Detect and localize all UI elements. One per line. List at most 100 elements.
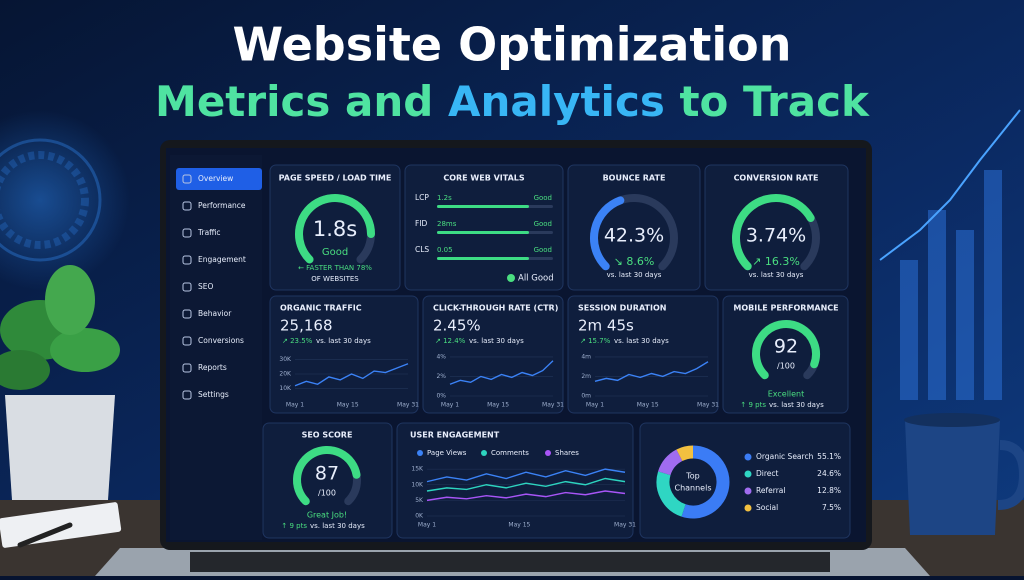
decor-trend	[879, 109, 1021, 261]
menu-item[interactable]: Traffic	[197, 228, 221, 237]
decor-ring	[0, 138, 102, 262]
score: 87	[315, 463, 339, 485]
value-label: 12.8%	[817, 486, 841, 495]
change: ↑ 9 pts	[281, 522, 307, 530]
y-tick-label: 2%	[436, 373, 446, 380]
vital-value: 1.2s	[437, 194, 452, 202]
subtitle-part: to Track	[679, 77, 870, 126]
change: ↑ 9 pts	[740, 401, 766, 409]
mug	[904, 413, 1024, 535]
change: ↗ 15.7%	[580, 337, 611, 345]
menu-icon	[182, 174, 192, 184]
page-subtitle: Metrics and Analytics to Track	[155, 77, 870, 126]
x-tick-label: May 15	[487, 402, 509, 409]
keyboard	[190, 552, 830, 572]
card-title: ORGANIC TRAFFIC	[280, 304, 362, 313]
period: vs. last 30 days	[607, 271, 662, 279]
metric-value: 42.3%	[604, 225, 664, 247]
note: OF WEBSITES	[311, 275, 359, 283]
vital-status: Good	[534, 194, 552, 202]
menu-icon	[182, 309, 192, 319]
legend-label: Shares	[555, 449, 579, 457]
menu-item[interactable]: Overview	[198, 174, 233, 183]
y-tick-label: 4m	[581, 353, 591, 360]
sidebar-menu: Overview Performance Traffic Engagement SEO B…	[176, 168, 262, 400]
sidebar	[170, 155, 262, 540]
vital-value: 0.05	[437, 246, 453, 254]
value-label: 7.5%	[822, 503, 841, 512]
page-title: Website Optimization	[233, 18, 792, 72]
status: Great Job!	[307, 511, 347, 520]
metric-value: 1.8s	[313, 217, 357, 241]
y-tick-label: 30K	[279, 356, 292, 363]
card	[422, 295, 564, 414]
gauge-arc	[295, 194, 375, 264]
vital-metric: CLS	[415, 245, 429, 254]
series-line	[426, 468, 626, 483]
menu-item[interactable]: Conversions	[198, 336, 244, 345]
menu-item[interactable]: SEO	[198, 282, 213, 291]
metric-value: 2.45%	[433, 317, 481, 335]
x-tick-label: May 31	[397, 402, 419, 409]
change: ↗ 12.4%	[435, 337, 466, 345]
card	[396, 422, 634, 539]
card	[722, 295, 849, 414]
y-tick-label: 0%	[436, 393, 446, 400]
legend-swatch	[744, 453, 752, 461]
donut-slice	[656, 471, 686, 517]
vital-bar	[437, 257, 529, 260]
vital-metric: FID	[415, 219, 428, 228]
change: ↘ 8.6%	[614, 255, 655, 268]
check-icon	[507, 274, 515, 282]
y-tick-label: 0K	[415, 513, 424, 520]
card-title: SESSION DURATION	[578, 304, 666, 313]
legend-label: Direct	[756, 469, 779, 478]
menu-icon	[182, 201, 192, 211]
card-title: CLICK-THROUGH RATE (CTR)	[433, 304, 558, 313]
active-item	[176, 168, 262, 190]
card	[567, 295, 719, 414]
menu-icon	[182, 363, 192, 373]
metric-value: 25,168	[280, 317, 333, 335]
y-tick-label: 4%	[436, 353, 446, 360]
x-tick-label: May 1	[418, 522, 436, 529]
series-line	[294, 363, 409, 387]
y-tick-label: 5K	[415, 497, 424, 504]
period: vs. last 30 days	[316, 337, 371, 345]
vital-status: Good	[534, 220, 552, 228]
decor-bars	[900, 170, 1002, 400]
legend-swatch	[481, 450, 487, 456]
x-tick-label: May 1	[586, 402, 604, 409]
donut-slice	[676, 445, 694, 462]
y-tick-label: 0m	[581, 393, 591, 400]
legend-swatch	[744, 504, 752, 512]
metric-value: 3.74%	[746, 225, 806, 247]
menu-item[interactable]: Settings	[198, 390, 229, 399]
menu-item[interactable]: Reports	[198, 363, 227, 372]
menu-item[interactable]: Performance	[198, 201, 246, 210]
y-tick-label: 15K	[411, 466, 424, 473]
period: vs. last 30 days	[310, 522, 365, 530]
legend-label: Comments	[491, 449, 529, 457]
legend-swatch	[744, 470, 752, 478]
change: ↗ 16.3%	[752, 255, 800, 268]
card-title: CONVERSION RATE	[734, 174, 819, 183]
menu-icon	[182, 336, 192, 346]
menu-icon	[182, 228, 192, 238]
menu-icon	[182, 255, 192, 265]
legend-label: Organic Search	[756, 452, 814, 461]
series-line	[449, 360, 554, 385]
card	[269, 295, 419, 414]
card	[262, 422, 393, 539]
menu-item[interactable]: Behavior	[198, 309, 232, 318]
card-title: MOBILE PERFORMANCE	[733, 304, 838, 313]
scale: /100	[318, 489, 336, 498]
period: vs. last 30 days	[749, 271, 804, 279]
series-line	[426, 490, 626, 502]
legend-label: Social	[756, 503, 778, 512]
donut-slice	[681, 445, 730, 519]
legend-swatch	[744, 487, 752, 495]
gauges	[293, 194, 820, 506]
value-label: 24.6%	[817, 469, 841, 478]
menu-item[interactable]: Engagement	[198, 255, 246, 264]
